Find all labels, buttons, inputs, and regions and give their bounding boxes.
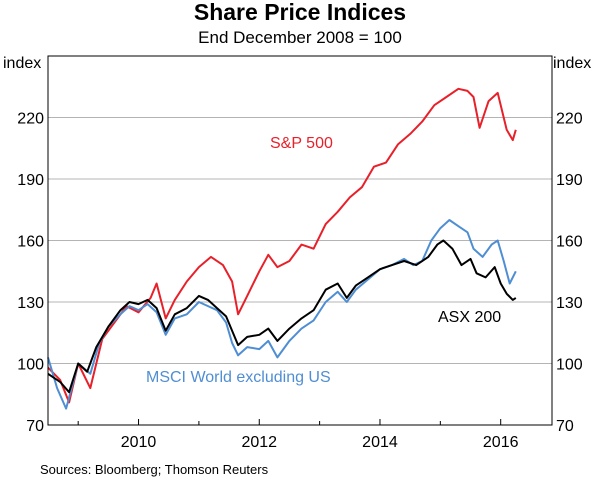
y-axis-label-left: index — [3, 55, 41, 72]
series-line-asx200 — [47, 239, 517, 394]
y-tick-label-left: 130 — [17, 295, 44, 312]
y-tick-label-left: 70 — [26, 418, 44, 435]
y-tick-label-right: 130 — [556, 295, 583, 312]
y-tick-label-left: 190 — [17, 172, 44, 189]
x-tick-label: 2012 — [241, 434, 277, 451]
series-label-msci: MSCI World excluding US — [146, 369, 331, 386]
series-label-asx200: ASX 200 — [438, 309, 501, 326]
y-tick-label-left: 220 — [17, 111, 44, 128]
y-tick-label-right: 190 — [556, 172, 583, 189]
y-tick-label-left: 160 — [17, 234, 44, 251]
chart-title: Share Price Indices — [194, 0, 406, 25]
x-tick-label: 2016 — [483, 434, 519, 451]
y-tick-label-right: 160 — [556, 234, 583, 251]
plot-frame — [47, 55, 553, 426]
x-tick-label: 2010 — [121, 434, 157, 451]
y-tick-label-left: 100 — [17, 357, 44, 374]
y-tick-label-right: 100 — [556, 357, 583, 374]
y-tick-label-right: 220 — [556, 111, 583, 128]
y-axis-label-right: index — [553, 55, 591, 72]
y-tick-label-right: 70 — [556, 418, 574, 435]
chart-subtitle: End December 2008 = 100 — [198, 28, 402, 47]
series-line-sp500 — [47, 87, 517, 404]
series-line-msci — [47, 219, 517, 410]
series-label-sp500: S&P 500 — [270, 135, 333, 152]
source-note: Sources: Bloomberg; Thomson Reuters — [40, 462, 269, 477]
x-tick-label: 2014 — [362, 434, 398, 451]
